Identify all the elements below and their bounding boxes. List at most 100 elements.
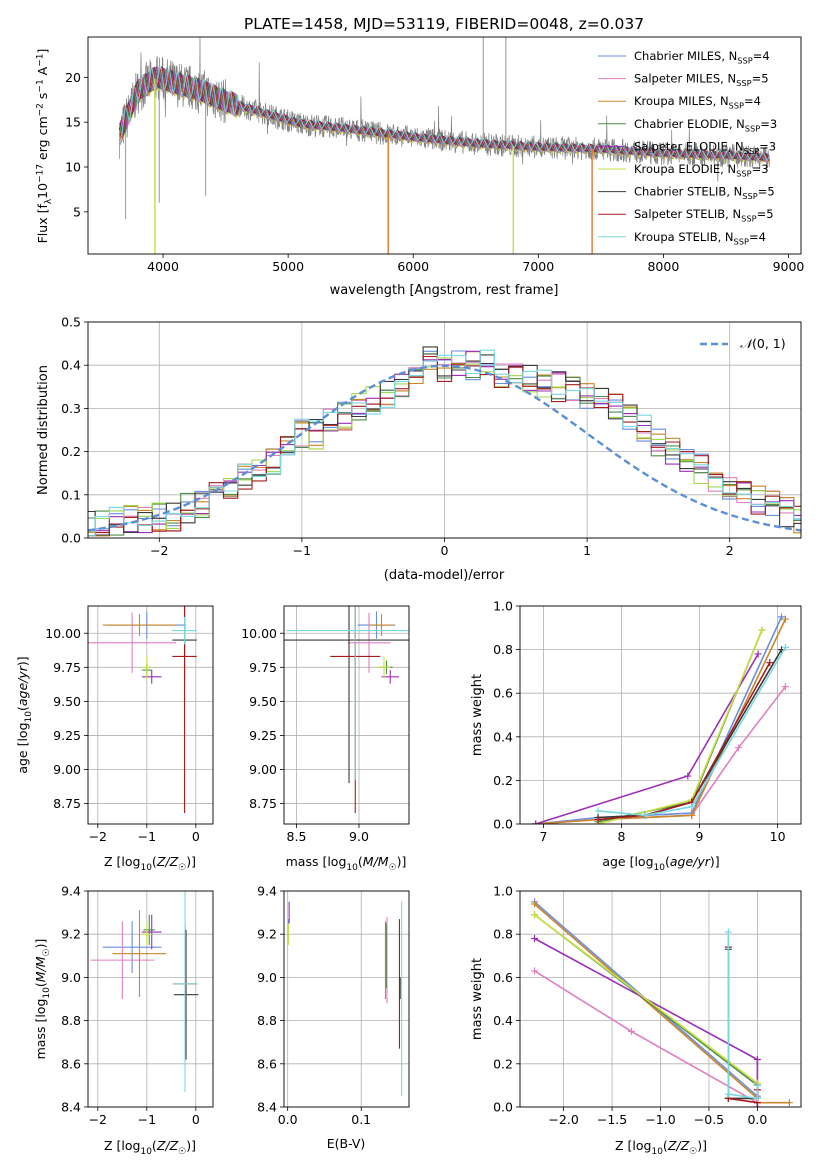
mass-weight-marker-se xyxy=(753,1055,761,1063)
y-tick-label: 0.6 xyxy=(493,686,513,701)
plot-area xyxy=(88,606,197,814)
x-tick-label: 0 xyxy=(192,1112,200,1127)
mass-weight-marker-ss xyxy=(594,816,602,824)
residuals-axes: −2 −1 0 1 2 0.0 0.1 0.2 0.3 0.4 0.5 𝒩(0, 1) (data-mo… xyxy=(36,315,802,583)
x-tick-label: −1.0 xyxy=(645,1112,675,1127)
y-tick-label: 8.8 xyxy=(61,1013,81,1028)
y-tick-label: 9.25 xyxy=(53,728,81,743)
mass-weight-marker-km xyxy=(781,615,789,623)
mass-weight-line-ss xyxy=(598,662,771,821)
x-tick-label: 9000 xyxy=(773,259,805,274)
y-tick-label: 5 xyxy=(73,204,81,219)
model-spectrum-cs xyxy=(118,66,770,161)
y-tick-label: 1.0 xyxy=(493,599,513,614)
x-axis-label: E(B-V) xyxy=(327,1136,366,1151)
x-tick-label: −2.0 xyxy=(548,1112,578,1127)
mass-weight-marker-se xyxy=(684,772,692,780)
mass-weight-marker-ks xyxy=(753,1081,761,1089)
y-tick-label: 1.0 xyxy=(493,884,513,899)
plot-layer: 4000 5000 6000 7000 8000 90005101520wavelengt… xyxy=(15,36,805,1157)
y-tick-label: 0.6 xyxy=(493,970,513,985)
y-axis-label: mass [log10(M/M☉)] xyxy=(33,939,52,1060)
mass-weight-marker-km xyxy=(531,900,539,908)
x-tick-label: −1 xyxy=(138,1112,156,1127)
mass_vs_z-axes: −2 −1 0 8.4 8.6 8.8 9.0 9.2 9.4 Z [log10(Z/Z☉)] ma… xyxy=(33,884,214,1157)
axes-frame xyxy=(87,321,802,539)
y-tick-label: 0.4 xyxy=(493,1013,513,1028)
y-axis-label: Flux [fλ10−17 erg cm−2 s−1 A−1] xyxy=(35,49,54,244)
y-tick-label: 9.50 xyxy=(249,694,277,709)
legend-label: Chabrier MILES, NSSP=4 xyxy=(634,49,770,65)
x-tick-label: 7000 xyxy=(522,259,554,274)
mass-weight-marker-ss xyxy=(766,659,774,667)
legend-label: Salpeter STELIB, NSSP=5 xyxy=(634,207,774,223)
x-tick-label: −2 xyxy=(150,543,168,558)
histogram-ks xyxy=(88,349,801,537)
mass-weight-line-ks xyxy=(727,932,759,1100)
y-tick-label: 9.00 xyxy=(249,762,277,777)
histogram-cs xyxy=(88,346,801,536)
x-tick-label: −2 xyxy=(89,829,107,844)
x-tick-label: 8 xyxy=(617,829,625,844)
y-tick-label: 8.75 xyxy=(53,796,81,811)
y-tick-label: 9.75 xyxy=(249,660,277,675)
mass-weight-marker-se xyxy=(754,650,762,658)
x-tick-label: 0 xyxy=(192,829,200,844)
y-tick-label: 8.75 xyxy=(249,796,277,811)
mass-weight-marker-ks xyxy=(724,928,732,936)
y-tick-label: 8.6 xyxy=(257,1056,277,1071)
x-tick-label: −1 xyxy=(293,543,311,558)
massweight_vs_age-axes: 7 8 9 10 0.0 0.2 0.4 0.6 0.8 1.0 age [log10(age/yr… xyxy=(470,599,802,873)
y-tick-label: 0.2 xyxy=(493,773,513,788)
legend-label: Kroupa STELIB, NSSP=4 xyxy=(634,230,766,246)
y-tick-label: 10.00 xyxy=(45,626,81,641)
legend-label: Kroupa ELODIE, NSSP=3 xyxy=(634,162,769,178)
model-spectrum-ss xyxy=(118,66,770,161)
x-axis-label: wavelength [Angstrom, rest frame] xyxy=(330,283,559,298)
x-tick-label: 10 xyxy=(770,829,786,844)
legend-label: Salpeter ELODIE, NSSP=3 xyxy=(634,139,776,155)
mass-weight-line-sm xyxy=(534,970,758,1104)
x-tick-label: 4000 xyxy=(147,259,179,274)
legend-label: Salpeter MILES, NSSP=5 xyxy=(634,72,769,88)
y-tick-label: 9.2 xyxy=(61,927,81,942)
y-tick-label: 9.25 xyxy=(249,728,277,743)
y-tick-label: 10 xyxy=(65,160,81,175)
y-tick-label: 0.4 xyxy=(61,358,81,373)
plot-area xyxy=(118,37,770,254)
mass-weight-marker-sm xyxy=(627,1027,635,1035)
y-tick-label: 0.2 xyxy=(61,444,81,459)
y-tick-label: 9.00 xyxy=(53,762,81,777)
plot-area xyxy=(88,346,801,537)
x-tick-label: 5000 xyxy=(272,259,304,274)
axes-frame xyxy=(87,890,214,1108)
y-tick-label: 8.4 xyxy=(257,1100,277,1115)
mass-weight-marker-ks xyxy=(594,807,602,815)
axes-frame xyxy=(87,36,802,255)
mass-weight-marker-cm xyxy=(777,613,785,621)
mass-weight-marker-sm xyxy=(781,683,789,691)
axes-frame xyxy=(283,605,410,825)
plot-area xyxy=(90,891,199,1092)
y-tick-label: 0.0 xyxy=(493,1100,513,1115)
figure-title: PLATE=1458, MJD=53119, FIBERID=0048, z=0… xyxy=(244,15,644,33)
x-tick-label: 0.1 xyxy=(351,1112,371,1127)
x-axis-label: Z [log10(Z/Z☉)] xyxy=(104,1138,196,1157)
x-tick-label: 0.0 xyxy=(747,1112,767,1127)
histogram-km xyxy=(88,351,801,537)
plot-area xyxy=(287,901,403,1097)
y-tick-label: 9.2 xyxy=(257,927,277,942)
age_vs_z-axes: −2 −1 0 8.75 9.00 9.25 9.50 9.75 10.00 Z [log10(Z… xyxy=(15,605,214,873)
y-axis-label: age [log10(age/yr)] xyxy=(15,656,34,773)
y-tick-label: 0.4 xyxy=(493,729,513,744)
legend-label: Chabrier ELODIE, NSSP=3 xyxy=(634,117,777,133)
axes-frame xyxy=(283,890,410,1108)
legend-label: 𝒩(0, 1) xyxy=(740,336,786,351)
y-tick-label: 9.4 xyxy=(61,884,81,899)
plot-area xyxy=(531,898,793,1107)
x-axis-label: mass [log10(M/M☉)] xyxy=(286,854,407,873)
y-tick-label: 0.0 xyxy=(61,531,81,546)
plot-area xyxy=(532,613,789,824)
y-axis-label: mass weight xyxy=(470,958,485,1040)
age_vs_mass-axes: 8.5 9.0 8.75 9.00 9.25 9.50 9.75 10.00 mass [log… xyxy=(241,605,410,873)
